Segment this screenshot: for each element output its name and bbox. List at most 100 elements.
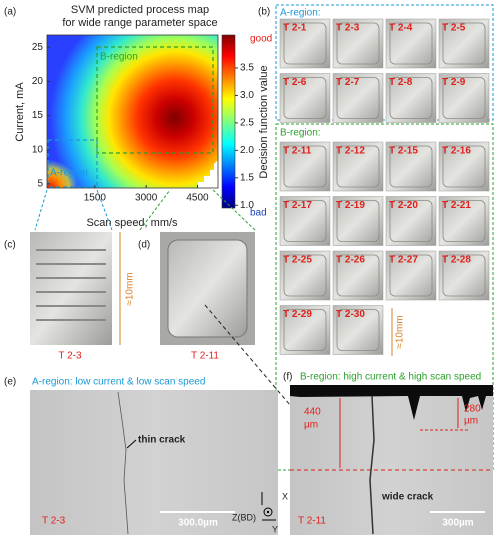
sample-label: T 2-3	[58, 351, 82, 362]
sample-surface	[389, 22, 433, 65]
group-title: A-region:	[280, 8, 321, 19]
sample-surface	[283, 145, 327, 188]
sample-label: T 2-25	[283, 255, 312, 266]
panel-label: (d)	[138, 240, 150, 251]
panel-caption: B-region: high current & high scan speed	[300, 372, 481, 383]
sample-surface	[389, 200, 433, 242]
depth-value: 440	[304, 407, 321, 418]
sample-surface	[283, 22, 327, 65]
colorbar-tick-label: 2.0	[240, 145, 254, 156]
melt-top	[290, 385, 493, 420]
annotation: wide crack	[381, 492, 434, 503]
colorbar	[221, 34, 236, 209]
sample-surface	[283, 77, 327, 119]
map-subtitle: for wide range parameter space	[62, 17, 217, 29]
colorbar-tick-label: 3.0	[240, 90, 254, 101]
crack	[117, 391, 129, 535]
sample-photo	[332, 18, 384, 69]
sample-photo	[332, 141, 384, 192]
sample-label: T 2-6	[283, 77, 307, 88]
annotation: thin crack	[138, 435, 186, 446]
sample-surface	[389, 254, 433, 297]
sample-label: T 2-30	[336, 309, 365, 320]
sample-label: T 2-7	[336, 77, 360, 88]
colorbar-bottom: bad	[250, 208, 267, 219]
colorbar-tick-label: 1.5	[240, 172, 254, 183]
sample-photo	[30, 232, 112, 345]
sample-label: T 2-1	[283, 23, 307, 34]
y-tick-label: 10	[32, 144, 44, 155]
sample-surface	[442, 254, 486, 297]
sample-photo	[279, 196, 331, 246]
y-tick-label: 20	[32, 76, 44, 87]
arrow	[126, 439, 137, 449]
sample-label: T 2-20	[389, 200, 418, 211]
sample-photo	[332, 196, 384, 246]
scale-label: ≈10mm	[125, 272, 136, 305]
sample-photo	[438, 141, 490, 192]
micrograph	[290, 385, 493, 535]
sample-photo	[279, 18, 331, 69]
colorbar-tick-label: 1.0	[240, 200, 254, 211]
region-label: A-region	[50, 168, 88, 179]
x-tick-label: 3000	[135, 193, 158, 204]
sample-photo	[279, 250, 331, 301]
scale-label: 300µm	[442, 518, 473, 529]
sample-surface	[336, 145, 380, 188]
map-title: SVM predicted process map	[71, 4, 209, 16]
micrograph	[30, 390, 278, 535]
sample-photo	[279, 141, 331, 192]
panel-label: (b)	[258, 7, 270, 18]
sample-surface	[442, 22, 486, 65]
sample-photo	[438, 196, 490, 246]
sample-label: T 2-29	[283, 309, 312, 320]
panel-label: (e)	[4, 377, 16, 388]
b-region-box	[96, 46, 214, 154]
region-label: B-region	[100, 52, 138, 63]
a-region-box	[47, 139, 98, 188]
axis-x: X	[282, 491, 288, 501]
sample-photo	[332, 305, 384, 355]
sample-photo	[279, 73, 331, 123]
sample-label: T 2-3	[42, 516, 66, 527]
sample-surface	[336, 309, 380, 351]
leader	[34, 189, 48, 231]
sample-surface	[336, 254, 380, 297]
group-title: B-region:	[280, 128, 321, 139]
sample-photo	[385, 73, 437, 123]
axis-icon	[263, 507, 273, 517]
scan-tracks	[36, 249, 106, 321]
panel-label: (c)	[4, 240, 16, 251]
sample-label: T 2-27	[389, 255, 418, 266]
scale-label: 300.0µm	[178, 518, 218, 529]
depth-value: 280	[464, 404, 481, 415]
sample-label: T 2-5	[442, 23, 466, 34]
sample-label: T 2-28	[442, 255, 471, 266]
panel-label: (a)	[4, 7, 16, 18]
leader	[96, 189, 113, 231]
colorbar-label: Decision function value	[258, 65, 270, 178]
sample-surface	[283, 254, 327, 297]
sample-label: T 2-15	[389, 146, 418, 157]
axis-y: Y	[272, 524, 278, 534]
y-axis-label: Current, mA	[14, 82, 26, 142]
sample-surface	[442, 77, 486, 119]
y-tick-label: 15	[32, 110, 44, 121]
sample-photo	[438, 73, 490, 123]
colorbar-tick-label: 3.5	[240, 63, 254, 74]
sample-label: T 2-4	[389, 23, 413, 34]
x-tick-label: 4500	[186, 193, 209, 204]
sample-surface	[389, 77, 433, 119]
sample-label: T 2-12	[336, 146, 365, 157]
sample-photo	[438, 18, 490, 69]
sample-photo	[279, 305, 331, 355]
leader	[139, 189, 171, 231]
colorbar-tick-label: 2.5	[240, 118, 254, 129]
scale-label: ≈10mm	[395, 315, 406, 348]
sample-label: T 2-11	[283, 146, 312, 157]
depth-unit: µm	[304, 420, 318, 431]
panel-caption: A-region: low current & low scan speed	[32, 377, 205, 388]
heatmap-blob	[47, 160, 87, 188]
sample-label: T 2-17	[283, 200, 312, 211]
